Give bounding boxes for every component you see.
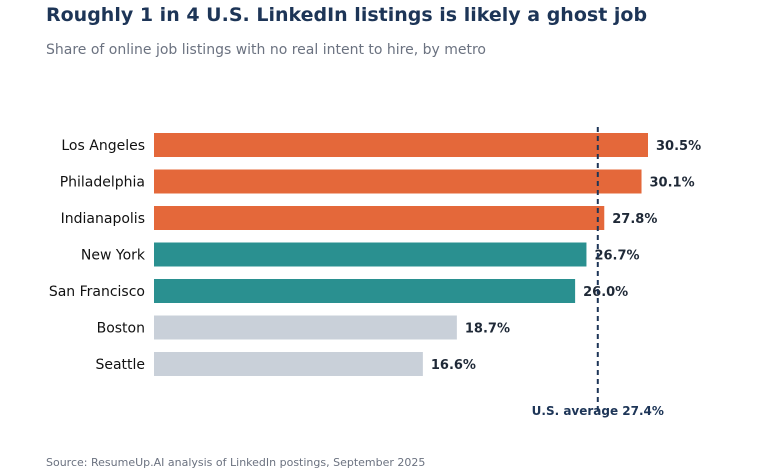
chart-title: Roughly 1 in 4 U.S. LinkedIn listings is…: [46, 4, 648, 26]
bar-seattle: [154, 352, 423, 376]
value-label-indianapolis: 27.8%: [612, 212, 657, 227]
value-label-new-york: 26.7%: [594, 249, 639, 264]
category-label-los-angeles: Los Angeles: [61, 138, 145, 154]
bar-new-york: [154, 242, 587, 267]
value-label-philadelphia: 30.1%: [650, 176, 695, 191]
source-note: Source: ResumeUp.AI analysis of LinkedIn…: [46, 456, 426, 469]
category-label-philadelphia: Philadelphia: [60, 175, 145, 191]
average-reference-label: U.S. average 27.4%: [532, 404, 664, 418]
category-label-new-york: New York: [81, 248, 146, 264]
bar-philadelphia: [154, 169, 642, 194]
bar-san-francisco: [154, 279, 576, 303]
category-label-boston: Boston: [97, 321, 145, 337]
chart-subtitle: Share of online job listings with no rea…: [46, 42, 487, 58]
bar-indianapolis: [154, 206, 605, 230]
category-label-seattle: Seattle: [95, 357, 145, 373]
value-label-boston: 18.7%: [465, 322, 510, 337]
value-label-los-angeles: 30.5%: [656, 139, 701, 154]
bar-boston: [154, 315, 457, 340]
value-label-san-francisco: 26.0%: [583, 285, 628, 300]
value-label-seattle: 16.6%: [431, 358, 476, 373]
category-label-indianapolis: Indianapolis: [61, 211, 145, 227]
category-label-san-francisco: San Francisco: [49, 284, 145, 300]
bar-los-angeles: [154, 133, 648, 157]
